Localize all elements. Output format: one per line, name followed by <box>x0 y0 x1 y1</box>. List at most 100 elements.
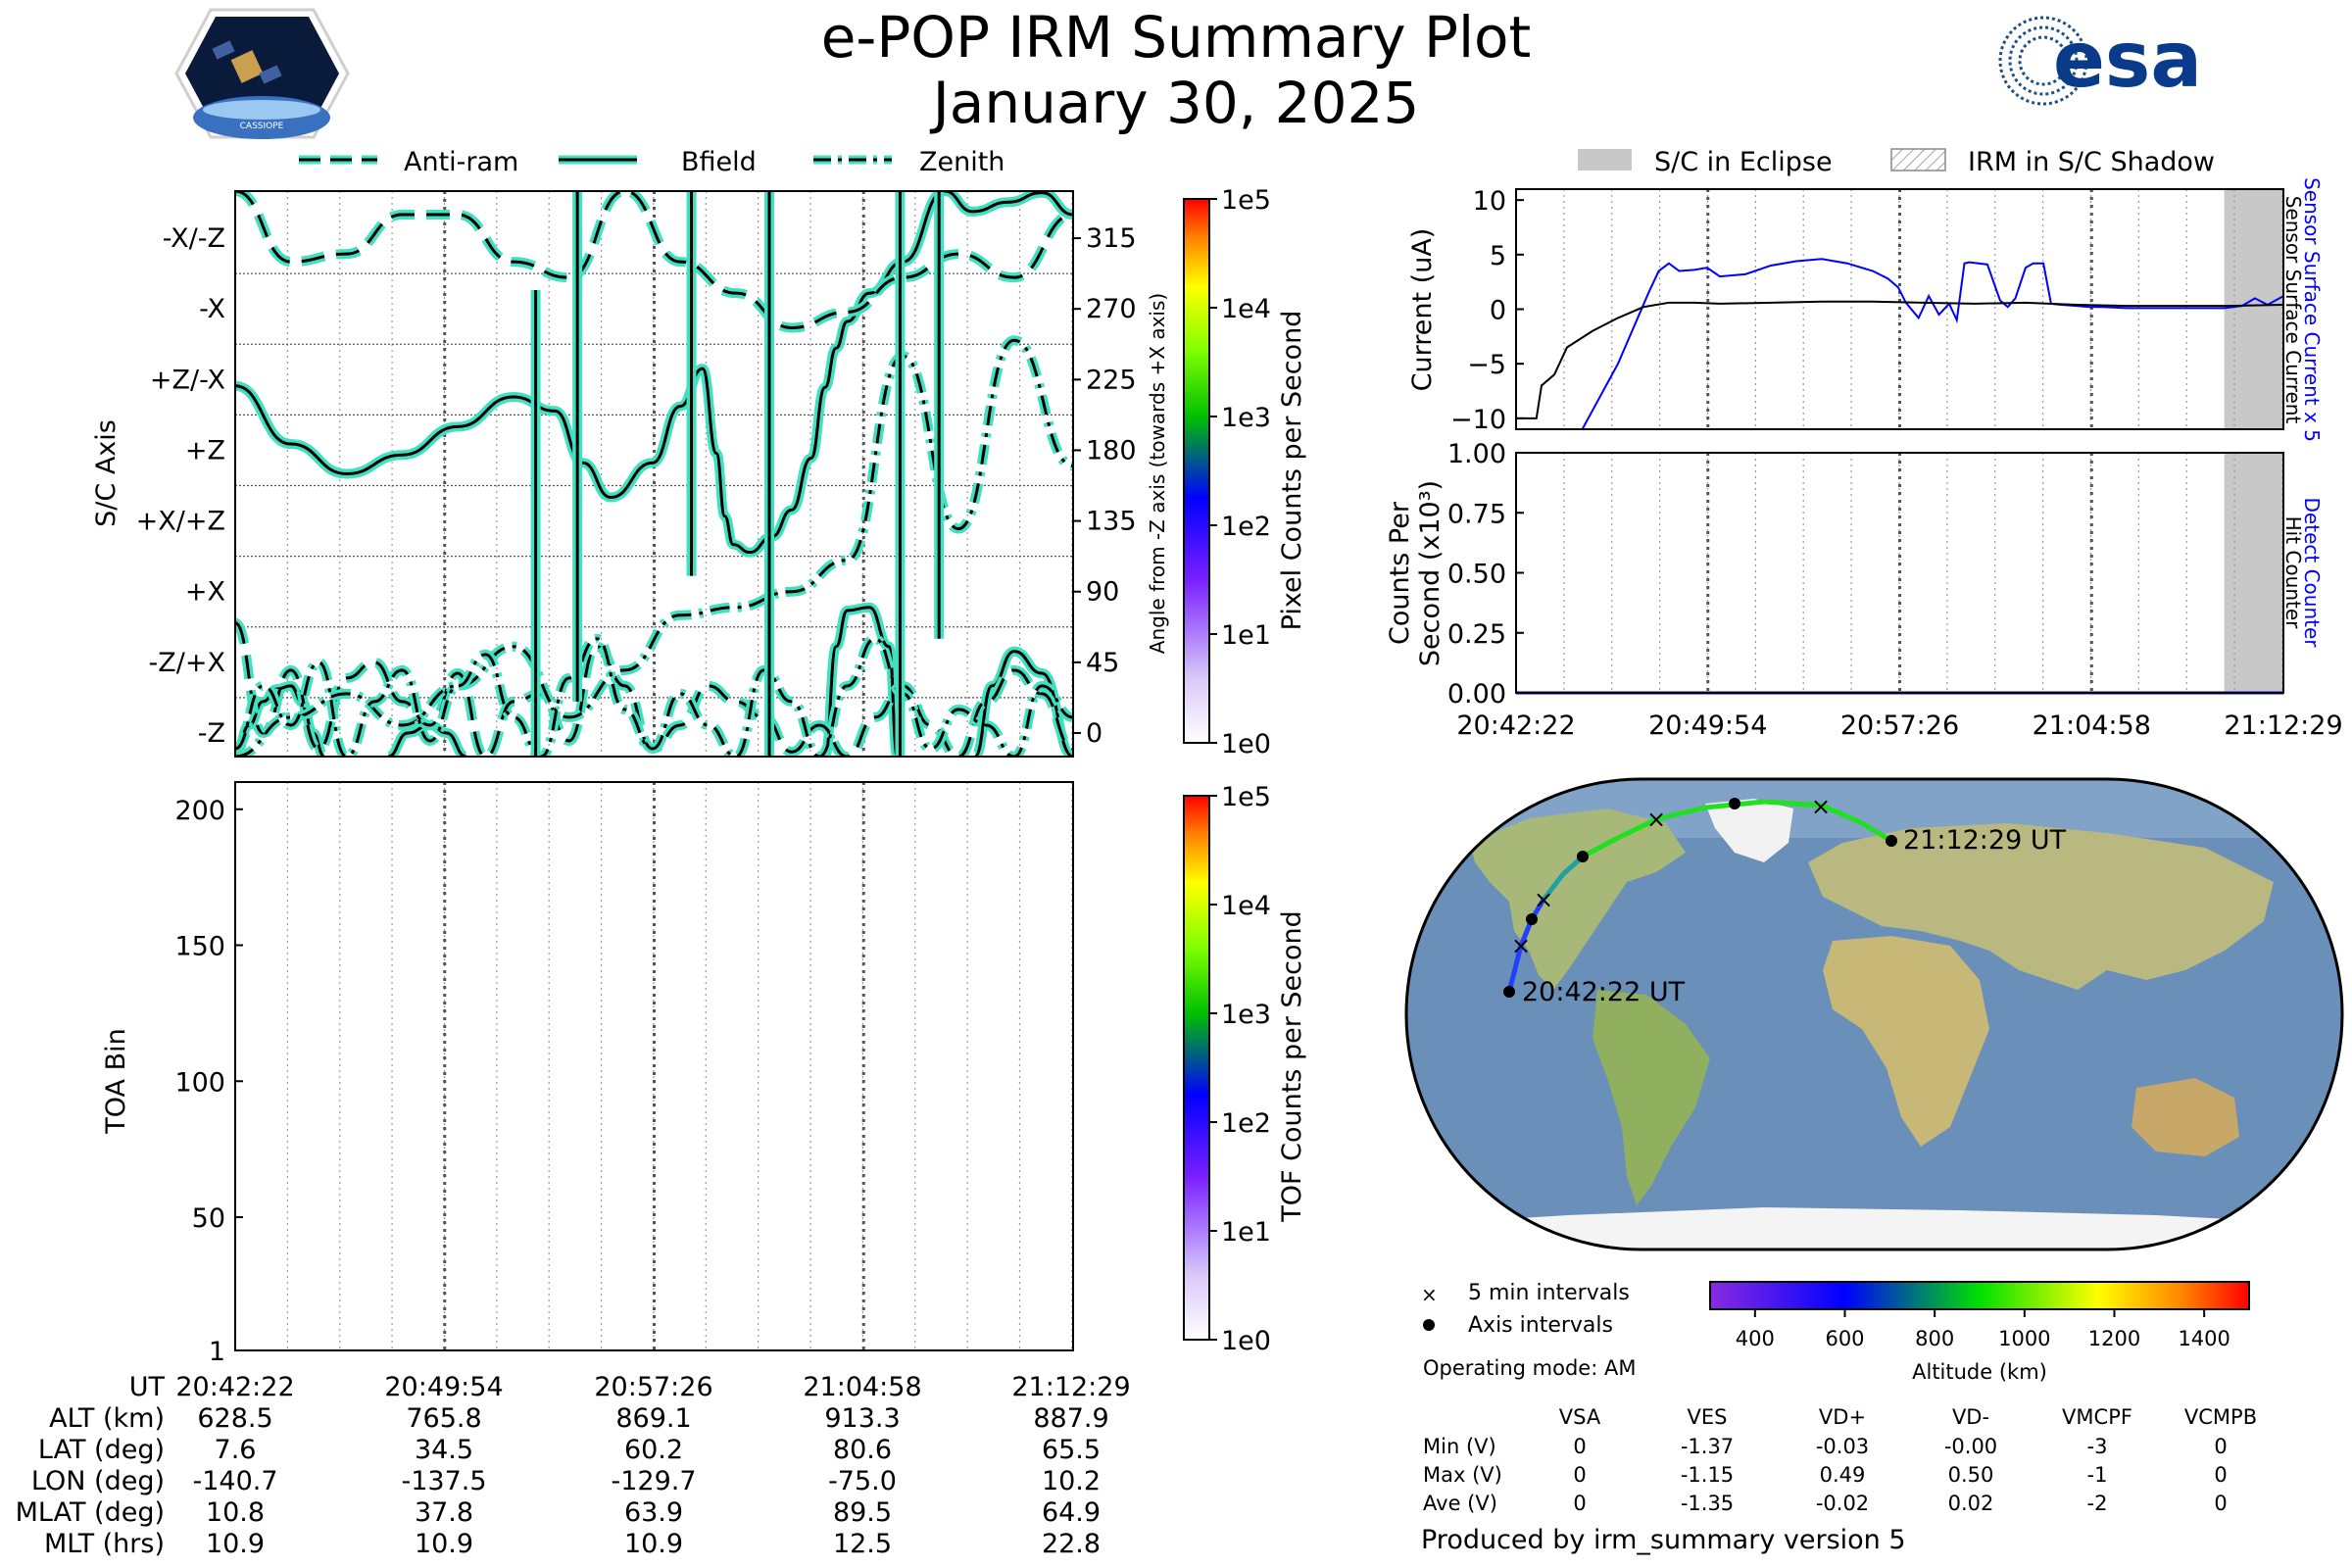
voltage-cell: -1.35 <box>1681 1492 1734 1515</box>
attitude-yticks-left: -X/-Z -X +Z/-X +Z +X/+Z +X -Z/+X -Z <box>136 223 225 749</box>
voltage-cell: -3 <box>2087 1435 2108 1458</box>
attitude-series-anti-ram <box>235 191 1073 329</box>
altitude-label: Altitude (km) <box>1912 1360 2047 1384</box>
track-segment <box>1506 945 1524 993</box>
table-cell: 34.5 <box>415 1435 473 1465</box>
toa-ytick-label: 100 <box>174 1067 225 1098</box>
table-cell: -137.5 <box>401 1466 486 1496</box>
attitude-ytick-right: 90 <box>1086 577 1119 608</box>
counts-xtick-label: 20:57:26 <box>1840 710 1959 741</box>
colorbar-tick-label: 1e5 <box>1221 185 1271 216</box>
voltage-cell: 0 <box>1573 1492 1586 1515</box>
table-cell: 913.3 <box>824 1403 900 1434</box>
altitude-colorbar: 400 600 800 1000 1200 1400 Altitude (km) <box>1709 1281 2250 1384</box>
eclipse-band <box>2224 453 2283 693</box>
table-row-label: LON (deg) <box>31 1466 165 1496</box>
esa-logo-text: esa <box>2053 17 2202 105</box>
table-cell: 20:49:54 <box>384 1372 503 1402</box>
current-traces <box>1516 258 2283 429</box>
cross-marker-icon: × <box>1421 1283 1438 1306</box>
current-ytick-label: 0 <box>1490 296 1506 326</box>
voltage-row-label: Min (V) <box>1423 1435 1496 1458</box>
five-minute-marker: × <box>1534 886 1553 913</box>
current-right-label-black: Sensor Surface Current <box>2281 196 2305 424</box>
tof-colorbar-label: TOF Counts per Second <box>1277 910 1307 1223</box>
counts-right-label-blue: Detect Counter <box>2300 498 2324 649</box>
voltage-cell: -0.03 <box>1816 1435 1869 1458</box>
counts-ytick-label: 0.25 <box>1447 619 1506 650</box>
table-row-label: MLT (hrs) <box>44 1529 165 1559</box>
legend-anti-ram: Anti-ram <box>404 147 518 177</box>
toa-ytick-label: 1 <box>209 1337 225 1367</box>
toa-ytick-label: 50 <box>192 1203 225 1234</box>
voltage-cell: 0 <box>2214 1492 2227 1515</box>
colorbar-tick-label: 1e4 <box>1221 294 1271 324</box>
current-series-0 <box>1581 258 2283 429</box>
track-segment <box>1655 805 1706 822</box>
voltage-cell: 0 <box>1573 1435 1586 1458</box>
voltage-cell: -1.37 <box>1681 1435 1734 1458</box>
voltage-cell: 0.49 <box>1820 1463 1866 1487</box>
colorbar-tick-label: 1e0 <box>1221 729 1271 760</box>
counts-ytick-label: 1.00 <box>1447 439 1506 469</box>
africa <box>1823 936 1989 1147</box>
attitude-ytick-right: 180 <box>1086 435 1137 466</box>
colorbar-tick-label: 1e0 <box>1221 1326 1271 1356</box>
cassiope-logo: CASSIOPE <box>174 8 350 139</box>
colorbar-tick-label: 1e1 <box>1221 1217 1271 1248</box>
axis-interval-marker <box>1526 913 1538 925</box>
tof-colorbar: 1e5 1e4 1e3 1e2 1e1 1e0 TOF Counts per Second <box>1183 782 1307 1356</box>
attitude-ytick-left: -Z/+X <box>149 648 225 678</box>
counts-xtick-label: 21:12:29 <box>2224 710 2342 741</box>
table-row-label: LAT (deg) <box>38 1435 165 1465</box>
toa-ylabel: TOA Bin <box>101 1028 131 1134</box>
current-ytick-label: −5 <box>1467 350 1506 380</box>
current-eclipse-band <box>2224 189 2283 429</box>
colorbar-tick-label: 1e5 <box>1221 782 1271 812</box>
altitude-tick-label: 800 <box>1915 1327 1954 1350</box>
attitude-ytick-left: +X <box>185 577 225 608</box>
voltage-header: VD- <box>1952 1405 1989 1429</box>
table-cell: 10.8 <box>206 1497 265 1528</box>
track-segment <box>1610 816 1658 844</box>
table-cell: 12.5 <box>833 1529 892 1559</box>
greenland <box>1705 799 1793 862</box>
altitude-tick-label: 400 <box>1736 1327 1775 1350</box>
counts-gridlines <box>1515 453 2283 693</box>
attitude-series-anti-ram-halo <box>235 191 1073 333</box>
voltage-cell: -2 <box>2087 1492 2108 1515</box>
voltage-cell: 0.02 <box>1948 1492 1994 1515</box>
current-series-1 <box>1516 300 2283 419</box>
five-minute-marker: × <box>1811 793 1831 820</box>
attitude-ytick-left: +X/+Z <box>136 507 225 537</box>
current-ylabel: Current (uA) <box>1407 228 1438 392</box>
colorbar-tick-label: 1e2 <box>1221 512 1271 542</box>
table-cell: 63.9 <box>624 1497 683 1528</box>
attitude-legend: Anti-ram Bfield Zenith <box>299 147 1004 177</box>
esa-logo: esa <box>1998 16 2202 106</box>
table-cell: 21:12:29 <box>1011 1372 1130 1402</box>
attitude-ytick-left: +Z <box>185 435 225 466</box>
table-cell: 89.5 <box>833 1497 892 1528</box>
axis-interval-marker <box>1577 851 1589 862</box>
table-row-label: UT <box>129 1372 166 1402</box>
figure-title: e-POP IRM Summary Plot <box>821 4 1532 71</box>
counts-ytick-label: 0.00 <box>1447 679 1506 710</box>
legend-eclipse: S/C in Eclipse <box>1654 147 1833 177</box>
current-right-label-blue: Sensor Surface Current x 5 <box>2300 177 2324 442</box>
colorbar-tick-label: 1e2 <box>1221 1108 1271 1139</box>
attitude-ytick-right: 135 <box>1086 507 1137 537</box>
eclipse-band <box>2224 189 2283 429</box>
legend-5min: 5 min intervals <box>1468 1281 1630 1305</box>
axis-interval-marker <box>1729 798 1740 809</box>
attitude-series-anti-ram <box>235 621 1073 757</box>
voltage-table: VSA VES VD+ VD- VMCPF VCMPB Min (V) 0 -1.37 -0.03… <box>1423 1405 2257 1515</box>
voltage-row-label: Max (V) <box>1423 1463 1502 1487</box>
attitude-ytick-left: -X/-Z <box>163 223 225 254</box>
legend-zenith: Zenith <box>919 147 1004 177</box>
altitude-tick-label: 1400 <box>2178 1327 2230 1350</box>
colorbar-tick-label: 1e3 <box>1221 403 1271 433</box>
toa-gridlines <box>234 782 1073 1350</box>
attitude-yticks-right: 315 270 225 180 135 90 45 0 <box>1073 223 1137 749</box>
track-segment <box>1763 799 1824 808</box>
